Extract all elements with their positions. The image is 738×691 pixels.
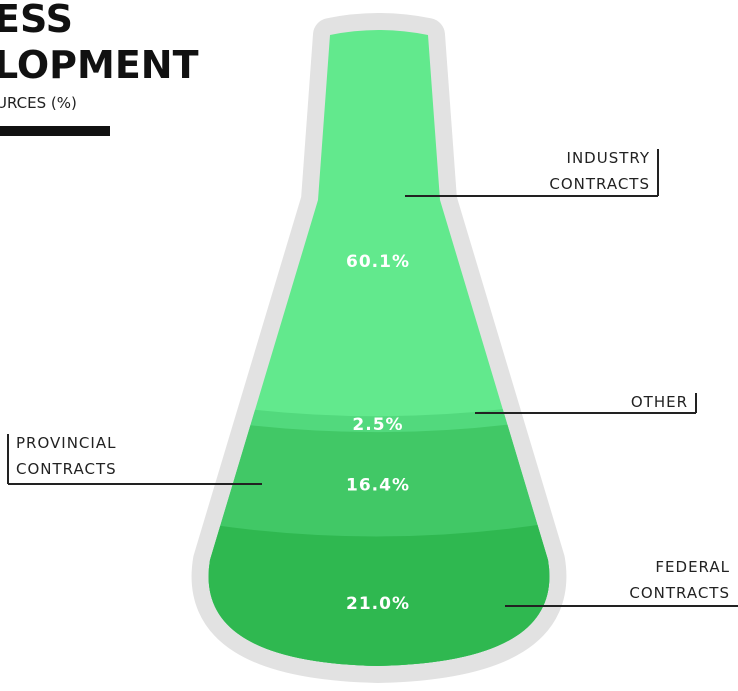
title-line: ESS <box>0 0 73 41</box>
title-bar <box>0 126 110 136</box>
category-label: FEDERAL CONTRACTS <box>629 558 730 602</box>
category-label: PROVINCIAL CONTRACTS <box>16 434 117 478</box>
category-label: INDUSTRY CONTRACTS <box>549 149 650 193</box>
value-label: 60.1% <box>346 252 410 272</box>
flask-fill <box>208 30 550 666</box>
value-label: 16.4% <box>346 475 410 495</box>
value-label: 21.0% <box>346 594 410 614</box>
subtitle: URCES (%) <box>0 94 77 112</box>
category-label: OTHER <box>631 393 688 411</box>
title-line: LOPMENT <box>0 43 199 87</box>
value-label: 2.5% <box>352 415 403 435</box>
